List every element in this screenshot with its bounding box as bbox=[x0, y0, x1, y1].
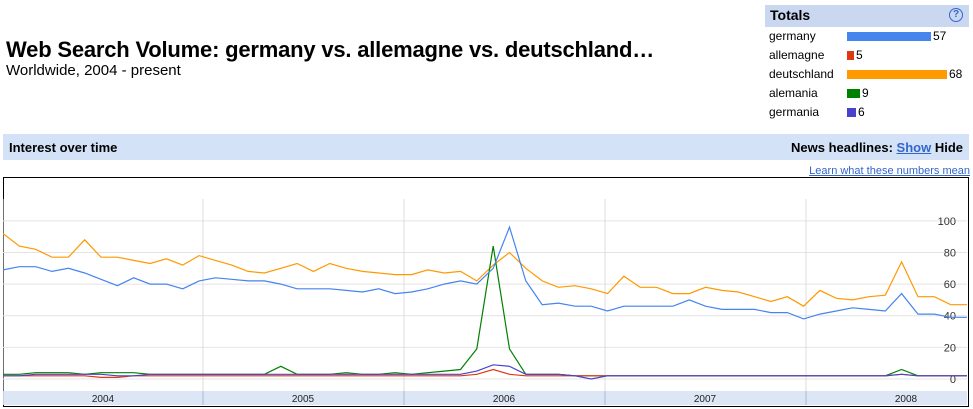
totals-title: Totals bbox=[770, 7, 811, 23]
learn-numbers-link[interactable]: Learn what these numbers mean bbox=[809, 165, 970, 177]
totals-term: germania bbox=[769, 105, 820, 119]
totals-header: Totals ? bbox=[765, 5, 969, 27]
title-block: Web Search Volume: germany vs. allemagne… bbox=[6, 37, 654, 78]
news-headlines-label: News headlines: bbox=[791, 140, 893, 155]
totals-panel: Totals ? germany 57 allemagne 5 deutschland 6… bbox=[765, 5, 969, 122]
series-line-deutschland bbox=[3, 233, 967, 307]
interest-over-time-bar: Interest over time News headlines: Show … bbox=[3, 134, 969, 160]
page-subtitle: Worldwide, 2004 - present bbox=[6, 62, 181, 79]
x-tick-label: 2006 bbox=[493, 394, 516, 405]
page-title: Web Search Volume: germany vs. allemagne… bbox=[6, 37, 655, 62]
x-tick-label: 2004 bbox=[92, 394, 115, 405]
x-tick-label: 2007 bbox=[694, 394, 717, 405]
totals-row-allemagne: allemagne 5 bbox=[765, 46, 969, 65]
section-label: Interest over time bbox=[9, 140, 118, 155]
totals-value: 68 bbox=[949, 67, 963, 81]
y-tick-label: 100 bbox=[938, 216, 956, 228]
help-icon[interactable]: ? bbox=[949, 8, 963, 22]
totals-row-deutschland: deutschland 68 bbox=[765, 65, 969, 84]
y-tick-label: 0 bbox=[950, 374, 956, 386]
totals-bar bbox=[847, 51, 854, 60]
totals-term: allemagne bbox=[769, 48, 825, 62]
totals-term: germany bbox=[769, 29, 816, 43]
totals-row-germany: germany 57 bbox=[765, 27, 969, 46]
totals-value: 6 bbox=[858, 105, 865, 119]
y-tick-label: 20 bbox=[944, 342, 956, 354]
totals-list: germany 57 allemagne 5 deutschland 68 alemania… bbox=[765, 27, 969, 122]
totals-term: deutschland bbox=[769, 67, 834, 81]
totals-bar bbox=[847, 70, 947, 79]
totals-bar bbox=[847, 32, 931, 41]
series-line-germany bbox=[3, 225, 967, 320]
totals-bar bbox=[847, 108, 856, 117]
series-line-alemania bbox=[3, 246, 967, 377]
show-link[interactable]: Show bbox=[896, 140, 932, 155]
y-tick-label: 60 bbox=[944, 279, 956, 291]
x-axis-band bbox=[3, 391, 967, 405]
totals-value: 5 bbox=[856, 48, 863, 62]
x-tick-label: 2005 bbox=[292, 394, 315, 405]
totals-bar bbox=[847, 89, 860, 98]
totals-value: 57 bbox=[933, 29, 947, 43]
totals-row-germania: germania 6 bbox=[765, 103, 969, 122]
totals-row-alemania: alemania 9 bbox=[765, 84, 969, 103]
totals-term: alemania bbox=[769, 86, 818, 100]
x-tick-label: 2008 bbox=[895, 394, 918, 405]
y-tick-label: 80 bbox=[944, 247, 956, 259]
hide-link[interactable]: Hide bbox=[934, 140, 963, 155]
totals-value: 9 bbox=[862, 86, 869, 100]
series-line-germania bbox=[3, 364, 967, 380]
news-headlines: News headlines: Show Hide bbox=[791, 140, 963, 155]
